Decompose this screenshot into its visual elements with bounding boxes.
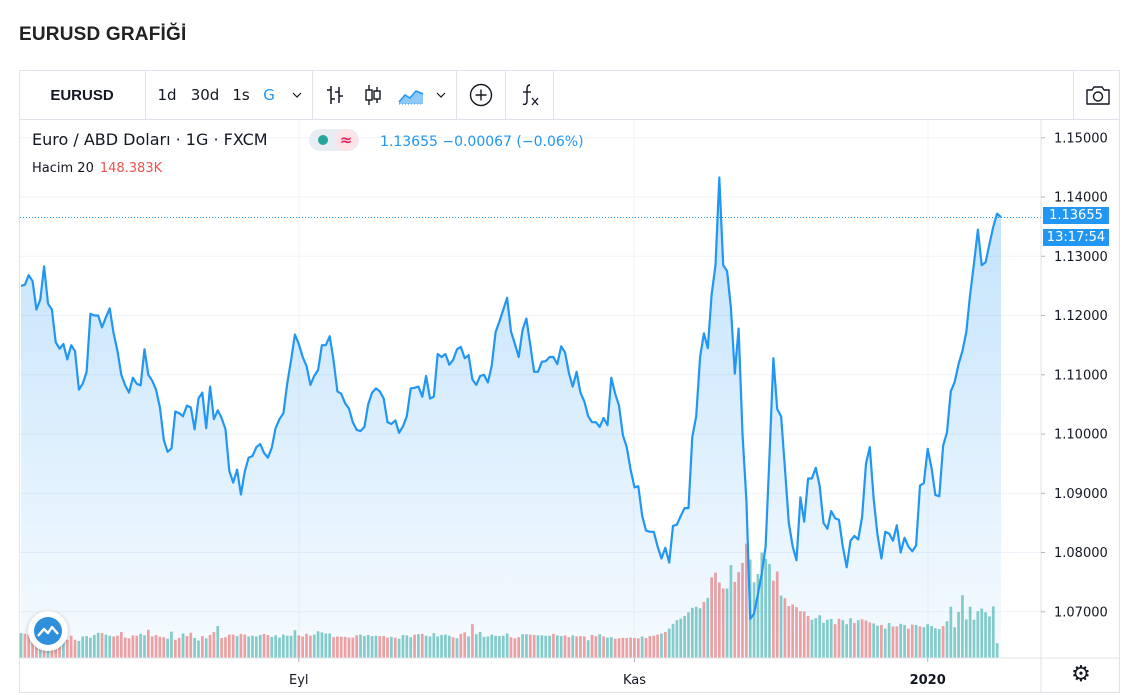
price-line — [20, 176, 1002, 620]
price-tick-label: 1.11000 — [1054, 368, 1108, 383]
market-status-badge[interactable]: ≈ — [309, 129, 359, 151]
status-dot-icon — [318, 135, 328, 145]
price-tick-label: 1.12000 — [1054, 309, 1108, 324]
approx-icon: ≈ — [335, 129, 357, 151]
toolbar-divider — [505, 71, 506, 119]
countdown-tag: 13:17:54 — [1043, 229, 1109, 246]
last-price-tag: 1.13655 — [1043, 207, 1109, 224]
price-axis: 1.15000 1.14000 1.13000 1.12000 1.11000 1.100… — [1041, 131, 1108, 620]
price-tick-label: 1.08000 — [1054, 546, 1108, 561]
price-tick-label: 1.10000 — [1054, 428, 1108, 443]
interval-30d-button[interactable]: 30d — [190, 86, 220, 104]
page-title: EURUSD GRAFİĞİ — [19, 24, 187, 45]
gear-icon[interactable]: ⚙ — [1071, 662, 1091, 687]
volume-label: Hacim 20 — [32, 161, 94, 176]
fx-function-icon[interactable] — [510, 71, 552, 119]
area-style-icon[interactable] — [394, 71, 428, 119]
logo-icon — [34, 617, 62, 645]
toolbar-divider — [553, 71, 554, 119]
chart-toolbar: EURUSD 1d 30d 1s G — [19, 70, 1120, 120]
toolbar-divider — [456, 71, 457, 119]
price-tick-label: 1.07000 — [1054, 605, 1108, 620]
interval-1d-button[interactable]: 1d — [157, 86, 177, 104]
volume-value: 148.383K — [99, 161, 163, 176]
series-values: 1.13655 −0.00067 (−0.06%) — [380, 134, 584, 150]
logo-button[interactable] — [28, 611, 68, 651]
time-tick-label: Eyl — [289, 673, 309, 688]
interval-g-button[interactable]: G — [263, 86, 275, 104]
toolbar-divider — [312, 71, 313, 119]
toolbar-divider — [1073, 71, 1074, 119]
time-axis: EylKas2020MarMay8 — [289, 658, 946, 688]
price-area — [21, 177, 1001, 658]
price-tick-label: 1.09000 — [1054, 487, 1108, 502]
price-tick-label: 1.15000 — [1054, 131, 1108, 146]
camera-icon[interactable] — [1076, 71, 1120, 119]
price-tick-label: 1.14000 — [1054, 191, 1108, 206]
volume-legend: Hacim 20 148.383K — [32, 161, 162, 176]
series-legend: Euro / ABD Doları · 1G · FXCM — [32, 130, 268, 149]
toolbar-divider — [145, 71, 146, 119]
chevron-down-icon[interactable] — [430, 71, 452, 119]
candle-style-icon[interactable] — [356, 71, 390, 119]
price-tick-label: 1.13000 — [1054, 250, 1108, 265]
chevron-down-icon[interactable] — [286, 71, 308, 119]
interval-1s-button[interactable]: 1s — [232, 86, 250, 104]
bar-style-icon[interactable] — [318, 71, 352, 119]
time-tick-label: Kas — [623, 673, 646, 688]
symbol-search-button[interactable]: EURUSD — [50, 86, 114, 104]
time-tick-label: 2020 — [910, 673, 946, 688]
add-indicator-icon[interactable] — [460, 71, 502, 119]
